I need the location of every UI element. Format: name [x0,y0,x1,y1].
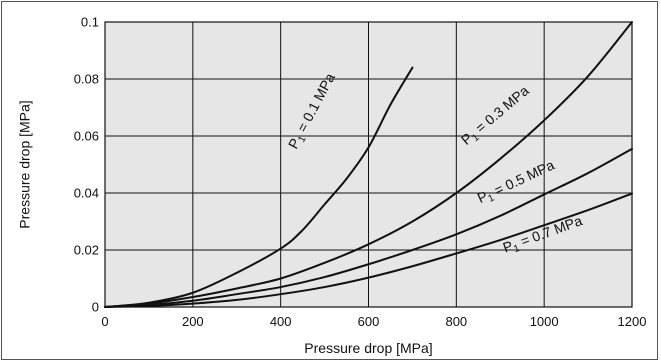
curve-p1-07 [104,192,633,308]
x-axis-ticks: 0 200 400 600 800 1000 1200 [101,314,646,329]
curve-p1-01 [104,66,414,308]
y-axis-ticks: 0 0.02 0.04 0.06 0.08 0.1 [74,15,99,315]
curves [104,21,633,308]
y-axis-title: Pressure drop [MPa] [17,100,33,228]
x-tick-label: 800 [445,314,467,329]
y-tick-label: 0 [92,300,99,315]
x-tick-label: 600 [358,314,380,329]
curve-p1-05 [104,147,633,308]
x-tick-label: 200 [182,314,204,329]
y-tick-label: 0.04 [74,186,99,201]
plot-border [104,21,633,308]
y-tick-label: 0.06 [74,129,99,144]
x-tick-label: 1000 [530,314,559,329]
x-tick-label: 1200 [618,314,647,329]
curve-p1-03 [104,21,633,308]
x-tick-label: 0 [101,314,108,329]
x-tick-label: 400 [270,314,292,329]
y-tick-label: 0.08 [74,72,99,87]
y-tick-label: 0.02 [74,243,99,258]
y-tick-label: 0.1 [81,15,99,30]
x-axis-title: Pressure drop [MPa] [304,340,432,356]
